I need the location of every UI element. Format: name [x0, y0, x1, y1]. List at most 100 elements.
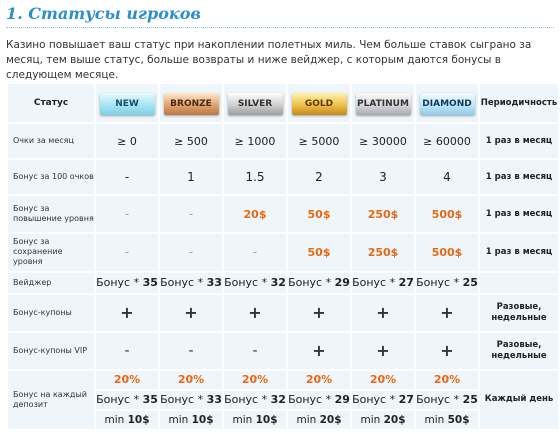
- table-cell: Бонус * 29: [288, 390, 350, 409]
- status-badge-diamond: DIAMOND: [419, 93, 475, 116]
- min-value: 10$: [255, 413, 278, 426]
- table-cell: 500$: [416, 196, 478, 233]
- table-cell: Бонус * 33: [160, 390, 222, 409]
- table-cell: 20$: [224, 196, 286, 233]
- wager-value: 27: [398, 276, 414, 290]
- row-label: Бонус на каждый депозит: [8, 370, 94, 429]
- status-badge-platinum: PLATINUM: [355, 93, 411, 116]
- header-level-diamond: DIAMOND: [416, 84, 478, 123]
- plus-icon: +: [288, 332, 350, 369]
- wager-value: 25: [462, 393, 478, 407]
- row-label: Очки за месяц: [8, 124, 94, 159]
- table-cell: 1.5: [224, 160, 286, 195]
- table-cell: -: [96, 160, 158, 195]
- table-cell: 250$: [352, 196, 414, 233]
- min-prefix: min: [232, 413, 256, 426]
- table-cell: 20%: [352, 370, 414, 389]
- wager-prefix: Бонус *: [288, 393, 335, 407]
- plus-icon: +: [288, 294, 350, 331]
- table-cell: 3: [352, 160, 414, 195]
- min-prefix: min: [424, 413, 448, 426]
- table-cell: Бонус * 25: [416, 390, 478, 409]
- table-cell: ≥ 500: [160, 124, 222, 159]
- table-cell: 20%: [416, 370, 478, 389]
- table-cell: 2: [288, 160, 350, 195]
- table-cell: 250$: [352, 234, 414, 271]
- status-table: Статус NEW BRONZE SILVER GOLD PLATINUM D…: [6, 82, 560, 431]
- table-cell: min 10$: [96, 410, 158, 429]
- row-periodicity: Разовые, недельные: [480, 294, 558, 331]
- table-cell: min 50$: [416, 410, 478, 429]
- plus-icon: +: [160, 294, 222, 331]
- header-periodicity: Периодичность: [480, 84, 558, 123]
- plus-icon: +: [416, 332, 478, 369]
- wager-prefix: Бонус *: [96, 393, 143, 407]
- table-cell: -: [96, 196, 158, 233]
- table-cell: -: [160, 332, 222, 369]
- header-level-gold: GOLD: [288, 84, 350, 123]
- wager-value: 29: [334, 276, 350, 290]
- header-level-new: NEW: [96, 84, 158, 123]
- table-cell: Бонус * 35: [96, 272, 158, 293]
- min-value: 20$: [319, 413, 342, 426]
- row-label: Вейджер: [8, 272, 94, 293]
- wager-prefix: Бонус *: [160, 276, 207, 290]
- table-row-wager: Вейджер Бонус * 35 Бонус * 33 Бонус * 32…: [8, 272, 558, 293]
- wager-value: 29: [334, 393, 350, 407]
- table-cell: 1: [160, 160, 222, 195]
- row-periodicity: 1 раз в месяц: [480, 196, 558, 233]
- wager-prefix: Бонус *: [160, 393, 207, 407]
- table-cell: Бонус * 29: [288, 272, 350, 293]
- wager-prefix: Бонус *: [96, 276, 143, 290]
- row-periodicity: 1 раз в месяц: [480, 124, 558, 159]
- header-level-bronze: BRONZE: [160, 84, 222, 123]
- table-row-levelup: Бонус за повышение уровня - - 20$ 50$ 25…: [8, 196, 558, 233]
- status-badge-bronze: BRONZE: [163, 93, 219, 116]
- wager-prefix: Бонус *: [224, 276, 271, 290]
- wager-value: 33: [206, 276, 222, 290]
- table-cell: -: [160, 234, 222, 271]
- plus-icon: +: [224, 294, 286, 331]
- table-cell: min 10$: [224, 410, 286, 429]
- page-title: 1. Статусы игроков: [6, 4, 201, 23]
- status-badge-silver: SILVER: [227, 93, 283, 116]
- wager-value: 35: [142, 276, 158, 290]
- plus-icon: +: [416, 294, 478, 331]
- min-value: 20$: [383, 413, 406, 426]
- table-cell: Бонус * 33: [160, 272, 222, 293]
- wager-prefix: Бонус *: [224, 393, 271, 407]
- wager-value: 27: [398, 393, 414, 407]
- table-cell: 20%: [160, 370, 222, 389]
- wager-value: 33: [206, 393, 222, 407]
- table-row-deposit-wager: Бонус * 35 Бонус * 33 Бонус * 32 Бонус *…: [8, 390, 558, 409]
- wager-value: 32: [270, 276, 286, 290]
- table-cell: 20%: [288, 370, 350, 389]
- table-cell: ≥ 60000: [416, 124, 478, 159]
- plus-icon: +: [352, 332, 414, 369]
- min-value: 10$: [127, 413, 150, 426]
- table-cell: Бонус * 25: [416, 272, 478, 293]
- plus-icon: +: [96, 294, 158, 331]
- header-level-silver: SILVER: [224, 84, 286, 123]
- table-cell: -: [224, 234, 286, 271]
- table-cell: -: [96, 332, 158, 369]
- min-prefix: min: [168, 413, 192, 426]
- wager-prefix: Бонус *: [288, 276, 335, 290]
- row-label: Бонус за повышение уровня: [8, 196, 94, 233]
- table-cell: ≥ 5000: [288, 124, 350, 159]
- wager-value: 32: [270, 393, 286, 407]
- table-cell: min 20$: [288, 410, 350, 429]
- wager-value: 25: [462, 276, 478, 290]
- row-periodicity: Разовые, недельные: [480, 332, 558, 369]
- table-cell: Бонус * 32: [224, 390, 286, 409]
- table-cell: 20%: [96, 370, 158, 389]
- table-row-coupons-vip: Бонус-купоны VIP - - - + + + Разовые, не…: [8, 332, 558, 369]
- plus-icon: +: [352, 294, 414, 331]
- min-value: 50$: [447, 413, 470, 426]
- min-value: 10$: [191, 413, 214, 426]
- wager-prefix: Бонус *: [352, 393, 399, 407]
- table-cell: min 10$: [160, 410, 222, 429]
- min-prefix: min: [296, 413, 320, 426]
- intro-text: Казино повышает ваш статус при накоплени…: [6, 39, 532, 81]
- header-level-platinum: PLATINUM: [352, 84, 414, 123]
